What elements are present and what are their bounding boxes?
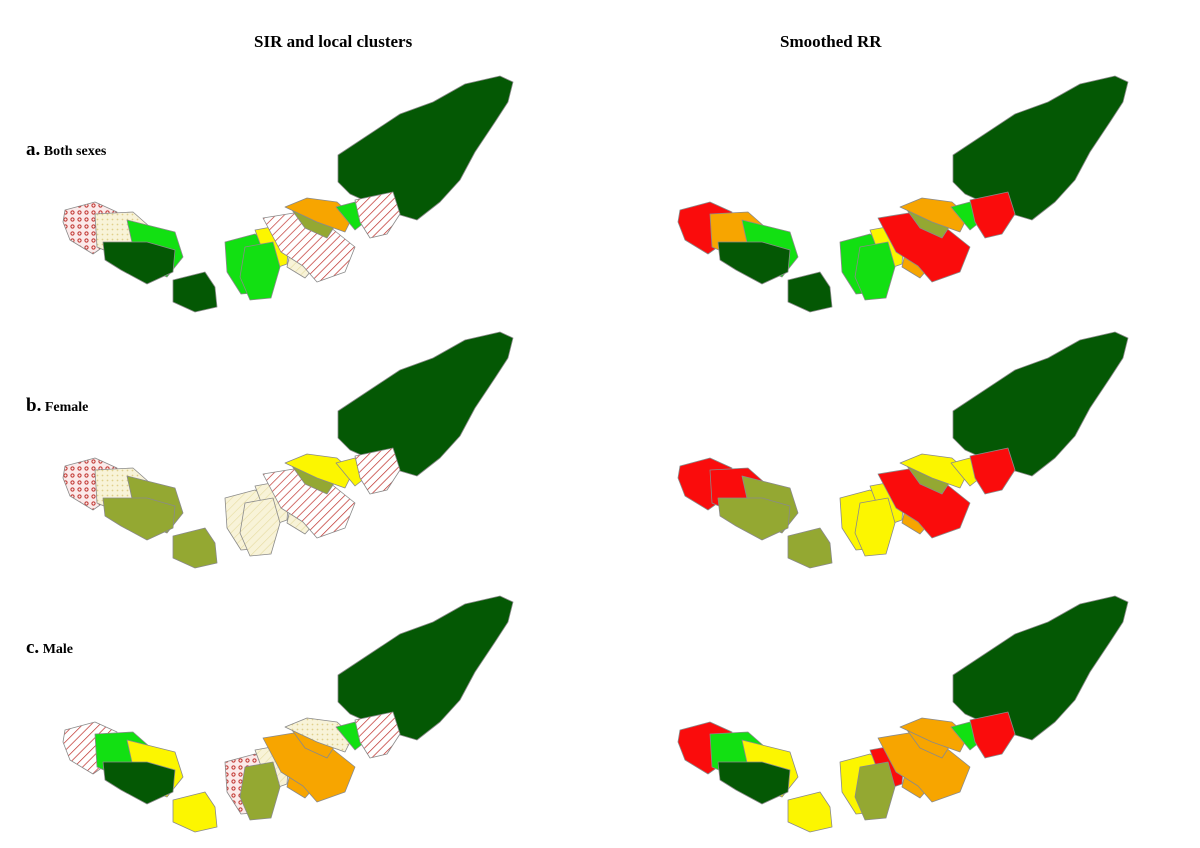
a_right-svg (677, 75, 1129, 313)
region-far-east (969, 447, 1016, 495)
row-text-a: Both sexes (43, 144, 107, 159)
region-central-south-1 (787, 271, 833, 313)
row-text-b: Female (44, 400, 89, 415)
region-northwest-green (717, 497, 791, 541)
region-northwest-green (102, 241, 176, 285)
map-male-rr (670, 582, 1140, 842)
region-northwest-green (102, 761, 176, 805)
map-both-sexes-rr (670, 62, 1140, 322)
row-label-both-sexes: a. Both sexes (26, 139, 106, 161)
c_right-svg (677, 595, 1129, 833)
column-title-sir: SIR and local clusters (254, 32, 413, 51)
region-central-south-5 (854, 241, 896, 301)
region-central-south-1 (172, 791, 218, 833)
region-far-east (354, 191, 401, 239)
region-central-south-5 (854, 761, 896, 821)
region-central-south-1 (172, 527, 218, 569)
region-central-south-5 (239, 761, 281, 821)
region-central-south-1 (172, 271, 218, 313)
row-label-male: c. Male (26, 637, 73, 659)
region-central-south-1 (787, 527, 833, 569)
column-title-smoothed-rr: Smoothed RR (780, 32, 882, 51)
b_right-svg (677, 331, 1129, 569)
region-far-east (969, 191, 1016, 239)
b_left-svg (62, 331, 514, 569)
region-northwest-green (102, 497, 176, 541)
region-central-south-1 (787, 791, 833, 833)
map-male-sir (55, 582, 525, 842)
map-female-sir (55, 318, 525, 578)
c_left-svg (62, 595, 514, 833)
row-letter-b: b. (26, 395, 42, 416)
row-letter-a: a. (26, 139, 41, 160)
region-central-south-5 (239, 241, 281, 301)
region-far-east (354, 447, 401, 495)
row-label-female: b. Female (26, 395, 88, 417)
row-letter-c: c. (26, 637, 40, 658)
a_left-svg (62, 75, 514, 313)
region-central-south-5 (239, 497, 281, 557)
row-text-c: Male (42, 642, 74, 657)
region-far-east (354, 711, 401, 759)
region-central-south-5 (854, 497, 896, 557)
map-female-rr (670, 318, 1140, 578)
map-both-sexes-sir (55, 62, 525, 322)
region-northwest-green (717, 761, 791, 805)
region-far-east (969, 711, 1016, 759)
region-northwest-green (717, 241, 791, 285)
